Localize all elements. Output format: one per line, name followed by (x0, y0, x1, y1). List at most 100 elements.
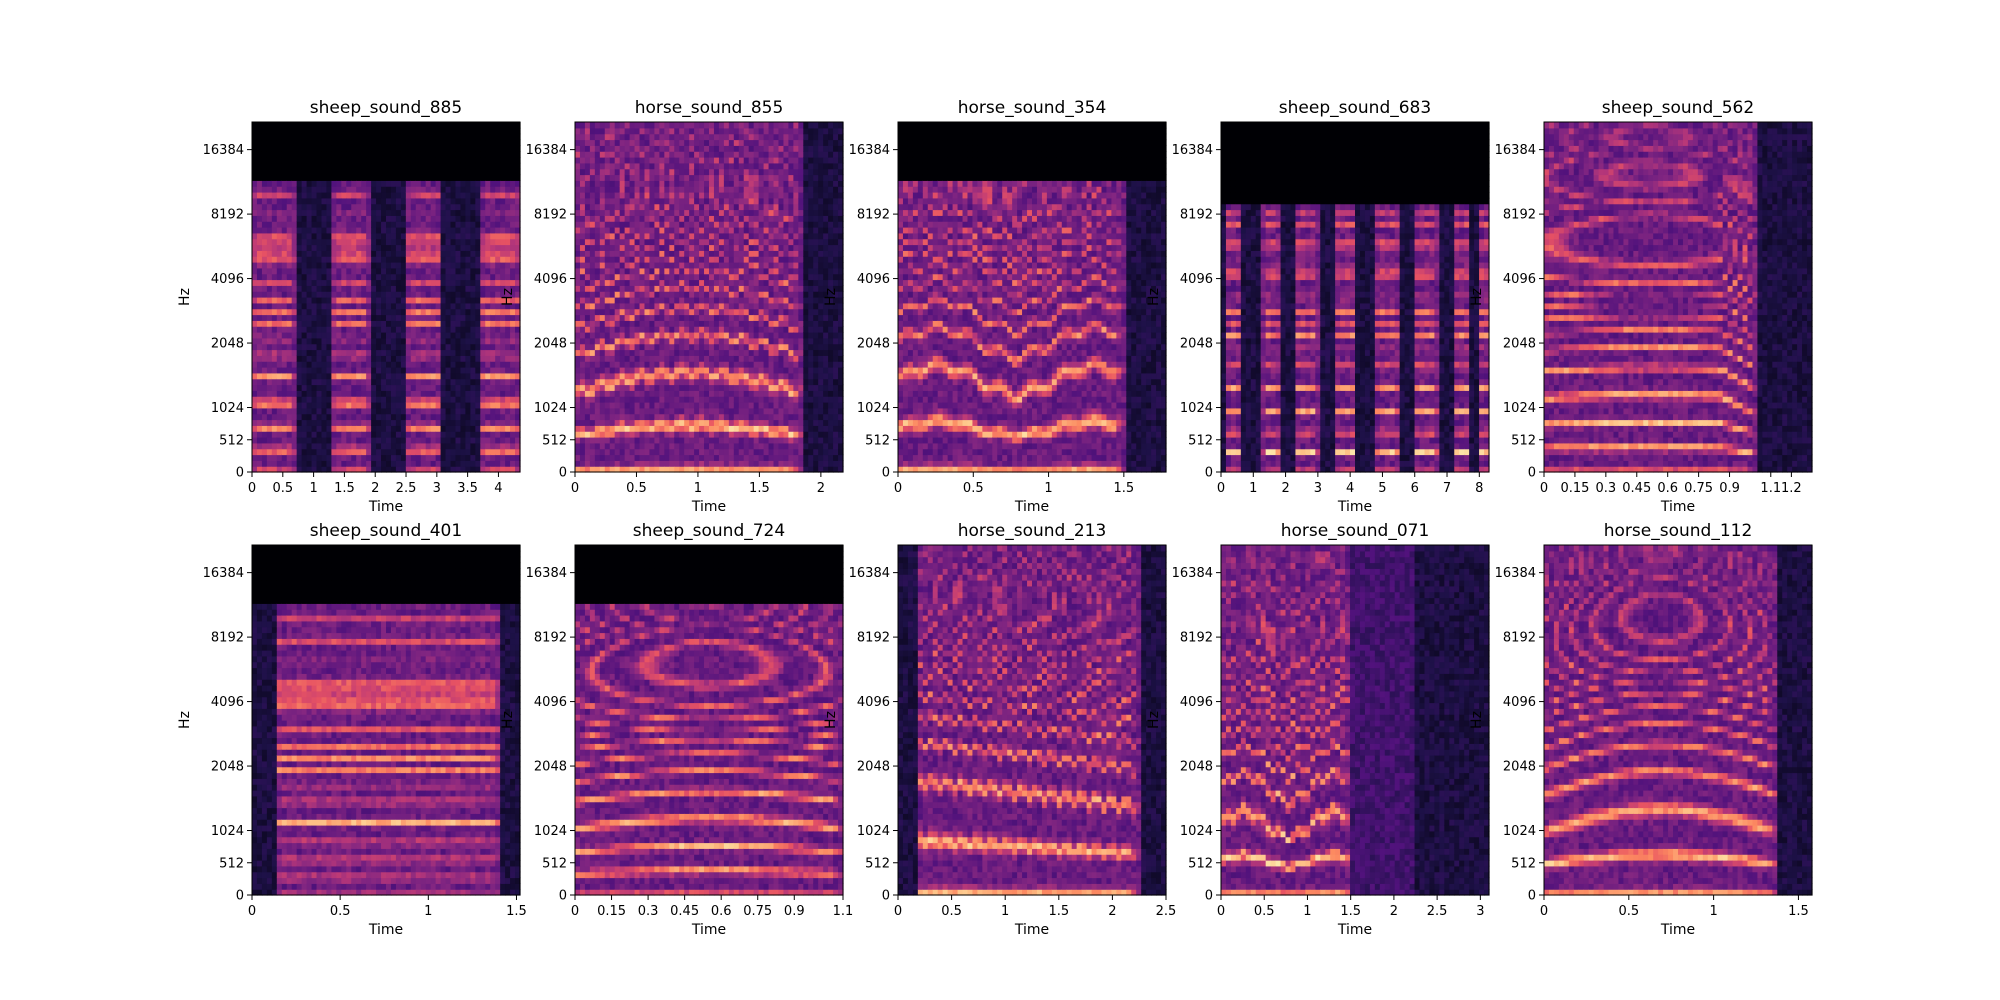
spectrogram-cell (460, 198, 466, 204)
spectrogram-cell (257, 408, 263, 414)
spectrogram-cell (312, 233, 318, 239)
spectrogram-cell (386, 227, 392, 233)
spectrogram-cell (426, 361, 432, 367)
spectrogram-cell (495, 402, 501, 408)
spectrogram-cell (470, 128, 476, 134)
spectrogram-cell (585, 420, 591, 426)
spectrogram-cell (446, 274, 452, 280)
spectrogram-cell (287, 140, 293, 146)
spectrogram-cell (321, 350, 327, 356)
spectrogram-cell (386, 320, 392, 326)
spectrogram-cell (455, 169, 461, 175)
spectrogram-cell (411, 262, 417, 268)
spectrogram-cell (282, 379, 288, 385)
spectrogram-cell (297, 396, 303, 402)
spectrogram-cell (272, 326, 278, 332)
spectrogram-cell (331, 332, 337, 338)
spectrogram-cell (302, 285, 308, 291)
x-tick-label: 2.5 (396, 481, 417, 496)
spectrogram-cell (262, 210, 268, 216)
spectrogram-cell (455, 297, 461, 303)
spectrogram-cell (490, 215, 496, 221)
spectrogram-cell (495, 250, 501, 256)
spectrogram-cell (336, 280, 342, 286)
spectrogram-cell (371, 233, 377, 239)
spectrogram-cell (361, 373, 367, 379)
spectrogram-cell (585, 227, 591, 233)
spectrogram-cell (272, 180, 278, 186)
spectrogram-cell (451, 367, 457, 373)
spectrogram-cell (302, 221, 308, 227)
spectrogram-cell (346, 122, 352, 128)
spectrogram-cell (500, 169, 506, 175)
spectrogram-cell (470, 204, 476, 210)
spectrogram-cell (455, 134, 461, 140)
spectrogram-cell (446, 215, 452, 221)
spectrogram-cell (317, 425, 323, 431)
spectrogram-cell (510, 122, 516, 128)
spectrogram-cell (341, 338, 347, 344)
spectrogram-cell (460, 180, 466, 186)
spectrogram-cell (406, 361, 412, 367)
spectrogram-cell (426, 245, 432, 251)
spectrogram-cell (480, 186, 486, 192)
spectrogram-cell (510, 420, 516, 426)
spectrogram-cell (510, 140, 516, 146)
spectrogram-cell (336, 350, 342, 356)
spectrogram-cell (257, 373, 263, 379)
spectrogram-cell (485, 379, 491, 385)
spectrogram-cell (446, 256, 452, 262)
spectrogram-cell (436, 268, 442, 274)
spectrogram-cell (411, 192, 417, 198)
spectrogram-cell (277, 239, 283, 245)
spectrogram-cell (381, 151, 387, 157)
spectrogram-cell (282, 274, 288, 280)
spectrogram-cell (262, 338, 268, 344)
spectrogram-cell (441, 140, 447, 146)
spectrogram-cell (451, 221, 457, 227)
spectrogram-cell (465, 285, 471, 291)
spectrogram-cell (331, 431, 337, 437)
spectrogram-cell (590, 256, 596, 262)
spectrogram-cell (485, 425, 491, 431)
spectrogram-cell (287, 134, 293, 140)
spectrogram-cell (391, 163, 397, 169)
spectrogram-cell (302, 250, 308, 256)
spectrogram-cell (361, 408, 367, 414)
spectrogram-cell (371, 437, 377, 443)
spectrogram-cell (416, 367, 422, 373)
spectrogram-cell (282, 134, 288, 140)
spectrogram-cell (401, 245, 407, 251)
spectrogram-cell (366, 245, 372, 251)
spectrogram-cell (436, 390, 442, 396)
spectrogram-cell (580, 198, 586, 204)
spectrogram-cell (351, 122, 357, 128)
spectrogram-cell (490, 361, 496, 367)
spectrogram-cell (317, 215, 323, 221)
spectrogram-cell (436, 385, 442, 391)
spectrogram-cell (302, 425, 308, 431)
spectrogram-cell (366, 350, 372, 356)
spectrogram-cell (485, 361, 491, 367)
spectrogram-cell (381, 455, 387, 461)
spectrogram-cell (436, 239, 442, 245)
spectrogram-cell (267, 408, 273, 414)
spectrogram-cell (297, 239, 303, 245)
spectrogram-cell (510, 390, 516, 396)
spectrogram-cell (510, 186, 516, 192)
spectrogram-cell (455, 204, 461, 210)
spectrogram-cell (331, 297, 337, 303)
spectrogram-cell (356, 326, 362, 332)
spectrogram-cell (287, 256, 293, 262)
spectrogram-cell (401, 186, 407, 192)
spectrogram-cell (475, 210, 481, 216)
spectrogram-cell (580, 326, 586, 332)
spectrogram-cell (287, 198, 293, 204)
spectrogram-cell (416, 227, 422, 233)
spectrogram-cell (321, 326, 327, 332)
spectrogram-cell (321, 128, 327, 134)
y-tick-label: 4096 (211, 272, 244, 287)
spectrogram-cell (331, 425, 337, 431)
spectrogram-cell (331, 221, 337, 227)
spectrogram-cell (262, 163, 268, 169)
